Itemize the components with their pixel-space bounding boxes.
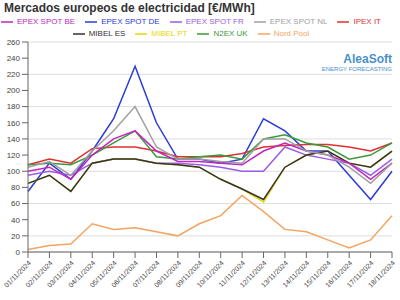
html-text:N2EX UK: N2EX UK (213, 29, 248, 39)
html-text:Nord Pool: Nord Pool (273, 29, 310, 39)
html-text:EPEX SPOT NL: EPEX SPOT NL (269, 17, 328, 27)
svg-text:60: 60 (11, 199, 20, 208)
svg-text:18/11/2024: 18/11/2024 (367, 259, 392, 288)
svg-text:140: 140 (8, 135, 21, 144)
svg-text:220: 220 (8, 70, 21, 79)
svg-text:16/11/2024: 16/11/2024 (324, 259, 354, 289)
html-text:ENERGY FORECASTING: ENERGY FORECASTING (321, 66, 392, 72)
html-text:Mercados europeos de electrici: Mercados europeos de electricidad [€/MWh… (4, 1, 255, 15)
html-text:AleaSoft: AleaSoft (343, 52, 392, 66)
html-text:EPEX SPOT FR: EPEX SPOT FR (185, 17, 244, 27)
svg-text:120: 120 (8, 151, 21, 160)
html-text:EPEX SPOT BE: EPEX SPOT BE (17, 17, 76, 27)
svg-text:40: 40 (11, 216, 20, 225)
html-text:IPEX IT: IPEX IT (353, 17, 381, 27)
html-text:EPEX SPOT DE: EPEX SPOT DE (101, 17, 160, 27)
svg-text:09/11/2024: 09/11/2024 (174, 259, 204, 289)
svg-text:200: 200 (8, 86, 21, 95)
svg-text:03/11/2024: 03/11/2024 (45, 259, 75, 289)
svg-text:06/11/2024: 06/11/2024 (109, 259, 140, 289)
svg-text:15/11/2024: 15/11/2024 (302, 259, 332, 289)
html-text:MIBEL PT: MIBEL PT (151, 29, 188, 39)
svg-text:10/11/2024: 10/11/2024 (195, 259, 225, 289)
svg-text:100: 100 (8, 167, 21, 176)
svg-text:17/11/2024: 17/11/2024 (345, 259, 375, 289)
svg-text:11/11/2024: 11/11/2024 (217, 259, 247, 289)
svg-text:20: 20 (11, 232, 20, 241)
svg-text:80: 80 (11, 183, 20, 192)
svg-text:260: 260 (8, 38, 21, 47)
svg-text:160: 160 (8, 119, 21, 128)
svg-text:12/11/2024: 12/11/2024 (238, 259, 268, 289)
svg-text:180: 180 (8, 102, 21, 111)
svg-text:14/11/2024: 14/11/2024 (281, 259, 311, 289)
svg-text:04/11/2024: 04/11/2024 (67, 259, 97, 289)
svg-text:13/11/2024: 13/11/2024 (259, 259, 290, 289)
svg-text:0: 0 (16, 248, 21, 257)
svg-text:08/11/2024: 08/11/2024 (152, 259, 183, 289)
svg-text:240: 240 (8, 54, 21, 63)
html-text:MIBEL ES: MIBEL ES (88, 29, 126, 39)
svg-text:07/11/2024: 07/11/2024 (131, 259, 161, 289)
svg-text:02/11/2024: 02/11/2024 (24, 259, 54, 289)
svg-text:05/11/2024: 05/11/2024 (88, 259, 118, 289)
